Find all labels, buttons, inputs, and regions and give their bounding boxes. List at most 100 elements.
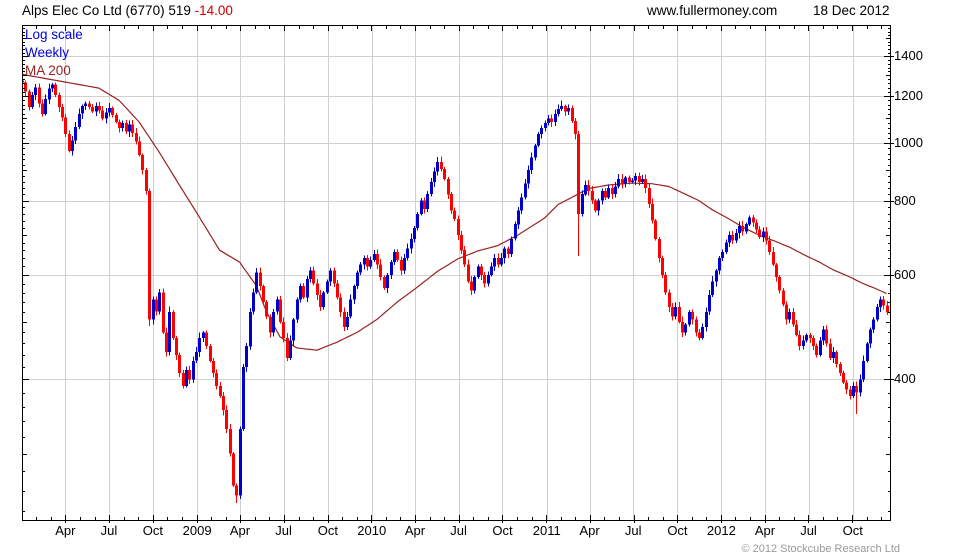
- y-tick-label: 400: [894, 371, 916, 387]
- candle-body: [447, 179, 450, 195]
- candle-body: [460, 235, 463, 251]
- candle-body: [775, 264, 778, 277]
- candle-body: [219, 386, 222, 397]
- candle-body: [500, 258, 503, 265]
- candle-body: [825, 329, 828, 344]
- candle-body: [440, 161, 443, 169]
- candle-body: [648, 188, 651, 204]
- candle-body: [591, 191, 594, 201]
- candle-body: [34, 87, 37, 95]
- candle-body: [366, 258, 369, 267]
- candle-body: [376, 254, 379, 265]
- candle-body: [715, 270, 718, 282]
- candle-body: [296, 299, 299, 320]
- candle-body: [423, 200, 426, 209]
- candle-body: [141, 154, 144, 171]
- candle-body: [31, 94, 34, 107]
- candle-body: [61, 107, 64, 118]
- candle-body: [188, 369, 191, 380]
- candle-body: [628, 177, 631, 182]
- candle-body: [235, 485, 238, 496]
- candle-body: [316, 283, 319, 295]
- y-tick-label: 800: [894, 192, 916, 208]
- candle-body: [550, 118, 553, 122]
- candle-body: [98, 105, 101, 111]
- candle-body: [111, 108, 114, 115]
- candle-body: [54, 84, 57, 95]
- candle-body: [678, 306, 681, 322]
- candle-body: [406, 248, 409, 259]
- candle-body: [859, 379, 862, 393]
- candle-body: [725, 242, 728, 253]
- candle-body: [651, 203, 654, 221]
- candle-body: [269, 316, 272, 333]
- candle-body: [135, 132, 138, 142]
- candle-body: [829, 343, 832, 358]
- candle-body: [195, 351, 198, 361]
- candle-body: [309, 270, 312, 280]
- candle-body: [420, 200, 423, 214]
- candle-body: [91, 107, 94, 112]
- candle-body: [778, 277, 781, 291]
- candle-body: [467, 264, 470, 282]
- candle-body: [490, 266, 493, 275]
- candle-body: [312, 270, 315, 284]
- candle-body: [641, 179, 644, 182]
- candle-body: [262, 285, 265, 302]
- candle-body: [393, 252, 396, 263]
- candle-body: [152, 299, 155, 320]
- candle-body: [849, 389, 852, 397]
- candle-body: [74, 126, 77, 141]
- candle-body: [182, 373, 185, 386]
- candle-body: [752, 217, 755, 223]
- candle-body: [738, 226, 741, 234]
- x-tick-label: Apr: [229, 523, 251, 538]
- candle-body: [396, 252, 399, 261]
- candle-body: [58, 94, 61, 107]
- candle-body: [245, 346, 248, 367]
- candle-body: [547, 118, 550, 124]
- candle-body: [876, 306, 879, 320]
- candle-body: [708, 294, 711, 312]
- candle-body: [664, 274, 667, 293]
- candle-body: [322, 292, 325, 307]
- candle-body: [510, 238, 513, 255]
- candle-body: [815, 346, 818, 355]
- candle-body: [259, 272, 262, 286]
- candle-body: [64, 117, 67, 135]
- x-tick-label: 2010: [357, 523, 387, 538]
- candle-body: [443, 168, 446, 179]
- candle-body: [872, 319, 875, 330]
- candle-body: [842, 373, 845, 383]
- candle-body: [178, 354, 181, 374]
- candle-body: [845, 382, 848, 390]
- candle-body: [192, 360, 195, 380]
- candle-body: [537, 134, 540, 146]
- candle-body: [272, 311, 275, 333]
- candle-body: [155, 299, 158, 312]
- candle-body: [567, 108, 570, 112]
- candle-body: [758, 229, 761, 237]
- candle-body: [614, 186, 617, 195]
- candle-body: [343, 311, 346, 328]
- legend-item-ma-200: MA 200: [25, 63, 71, 78]
- candle-body: [172, 311, 175, 338]
- candle-body: [852, 386, 855, 397]
- candle-body: [249, 311, 252, 347]
- candle-body: [426, 194, 429, 209]
- candle-body: [822, 329, 825, 341]
- candle-body: [84, 103, 87, 106]
- candle-body: [145, 170, 148, 192]
- candle-body: [239, 429, 242, 496]
- website-link[interactable]: www.fullermoney.com: [647, 3, 778, 18]
- chart-date: 18 Dec 2012: [813, 3, 890, 18]
- candle-body: [242, 366, 245, 430]
- candle-body: [661, 258, 664, 275]
- candle-body: [674, 306, 677, 317]
- candle-body: [329, 270, 332, 282]
- candle-body: [359, 264, 362, 273]
- candle-body: [121, 123, 124, 128]
- candle-body: [812, 337, 815, 347]
- candle-body: [215, 373, 218, 386]
- candle-body: [125, 123, 128, 132]
